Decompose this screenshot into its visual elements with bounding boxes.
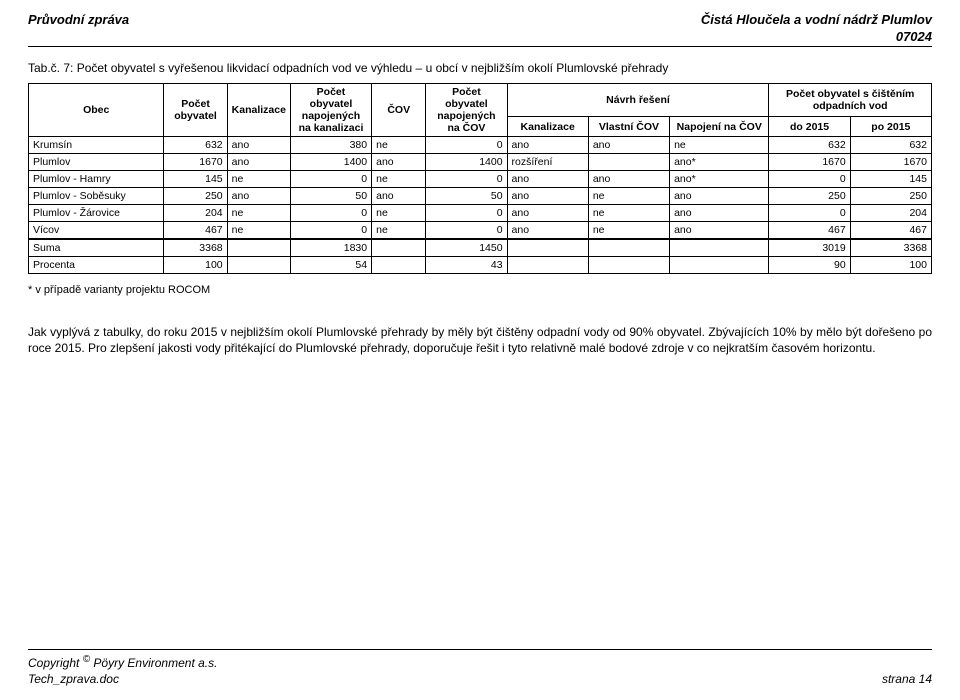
table-row: Plumlov - Hamry145ne0ne0anoanoano*0145 [29,171,932,188]
th-navrh: Návrh řešení [507,84,769,117]
page-footer: Copyright © Pöyry Environment a.s. Tech_… [28,649,932,686]
th-napoj-cov: Počet obyvatel napojených na ČOV [426,84,507,137]
page-number: strana 14 [882,672,932,686]
population-table: Obec Počet obyvatel Kanalizace Počet oby… [28,83,932,274]
th-cov: ČOV [372,84,426,137]
table-row: Suma33681830145030193368 [29,239,932,257]
th-po2015: po 2015 [850,117,931,137]
table-row: Plumlov1670ano1400ano1400rozšířeníano*16… [29,154,932,171]
table-row: Plumlov - Žárovice204ne0ne0anoneano0204 [29,205,932,222]
th-kanal: Kanalizace [227,84,290,137]
header-title: Čistá Hloučela a vodní nádrž Plumlov [701,12,932,27]
th-napoj-kanal: Počet obyvatel napojených na kanalizaci [290,84,371,137]
table-row: Vícov467ne0ne0anoneano467467 [29,222,932,240]
th-do2015: do 2015 [769,117,850,137]
copyright: Copyright © Pöyry Environment a.s. [28,654,217,670]
header-divider [28,46,932,47]
table-row: Krumsín632ano380ne0anoanone632632 [29,137,932,154]
footer-divider [28,649,932,650]
table-row: Procenta100544390100 [29,257,932,274]
header-right: Čistá Hloučela a vodní nádrž Plumlov 070… [701,12,932,44]
header-code: 07024 [701,29,932,44]
th-navrh-vlastni: Vlastní ČOV [588,117,669,137]
th-pocet: Počet obyvatel [164,84,227,137]
th-navrh-napoj: Napojení na ČOV [670,117,769,137]
table-row: Plumlov - Soběsuky250ano50ano50anoneano2… [29,188,932,205]
summary-paragraph: Jak vyplývá z tabulky, do roku 2015 v ne… [28,324,932,356]
table-caption: Tab.č. 7: Počet obyvatel s vyřešenou lik… [28,61,932,75]
th-obec: Obec [29,84,164,137]
file-name: Tech_zprava.doc [28,672,119,686]
th-navrh-kanal: Kanalizace [507,117,588,137]
th-cisteni: Počet obyvatel s čištěním odpadních vod [769,84,932,117]
header-left: Průvodní zpráva [28,12,129,27]
page-header: Průvodní zpráva Čistá Hloučela a vodní n… [28,12,932,44]
footnote: * v případě varianty projektu ROCOM [28,284,932,296]
